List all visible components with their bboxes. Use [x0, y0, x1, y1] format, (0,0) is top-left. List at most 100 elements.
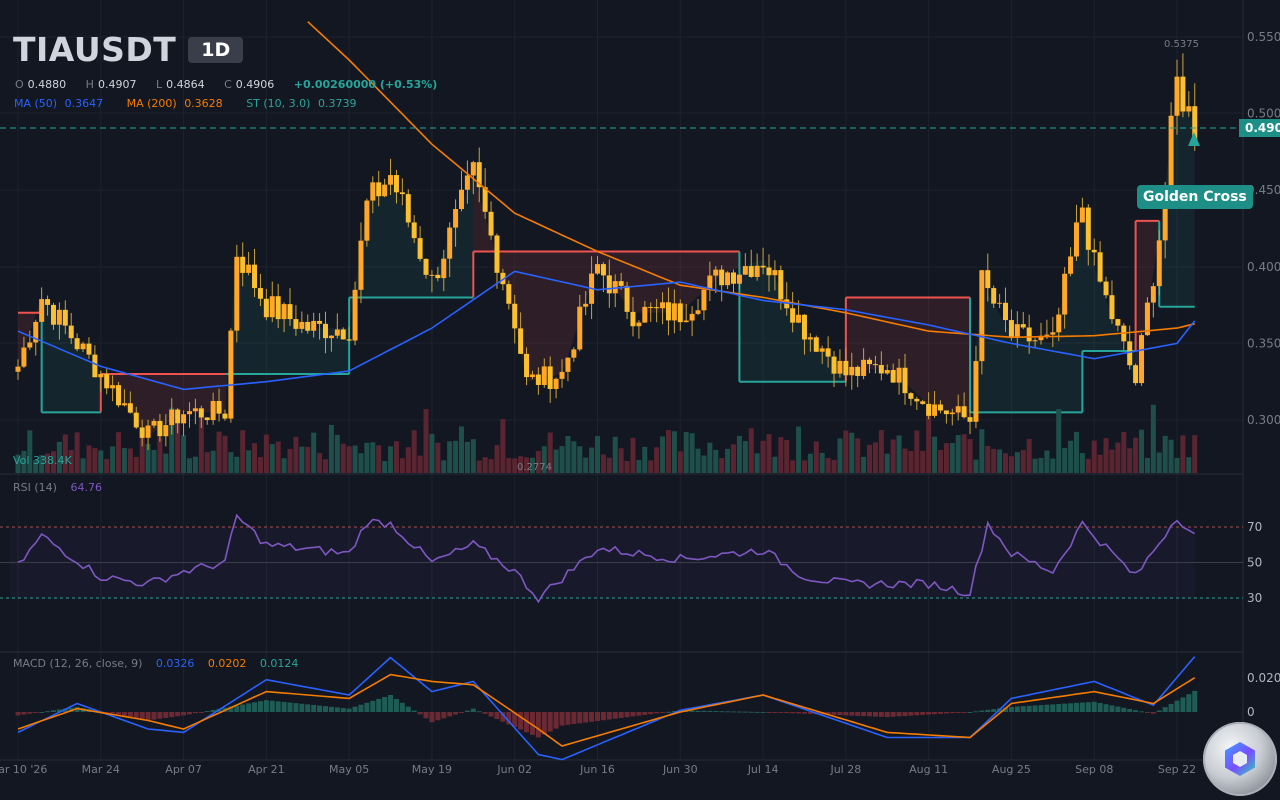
volume-bar — [322, 459, 328, 473]
macd-value: 0.0326 — [155, 657, 195, 670]
macd-hist-bar — [713, 711, 719, 713]
candle-body — [973, 361, 979, 422]
volume-bar — [991, 448, 997, 473]
time-tick-label: Apr 21 — [248, 763, 285, 776]
macd-hist-bar — [33, 712, 39, 713]
macd-hist-bar — [1121, 707, 1127, 712]
volume-bar — [1085, 458, 1091, 473]
macd-hist-bar — [932, 712, 938, 715]
macd-hist-bar — [198, 712, 204, 713]
candle-body — [382, 184, 388, 197]
volume-bar — [364, 442, 370, 473]
macd-hist-bar — [896, 712, 902, 717]
volume-bar — [1038, 457, 1044, 473]
macd-hist-bar — [695, 710, 701, 712]
ma200-label[interactable]: MA (200) — [126, 97, 177, 110]
macd-hist-bar — [1026, 705, 1032, 712]
volume-bar — [932, 436, 938, 473]
candle-body — [405, 194, 411, 223]
rsi-title[interactable]: RSI (14) — [13, 481, 57, 494]
volume-bar — [476, 460, 482, 473]
macd-hist-bar — [340, 707, 346, 712]
macd-hist-bar — [719, 711, 725, 713]
symbol-name[interactable]: TIAUSDT — [13, 30, 177, 69]
macd-hist-bar — [1186, 694, 1192, 712]
volume-bar — [1044, 450, 1050, 473]
candle-body — [1162, 186, 1168, 241]
volume-title: Vol — [13, 454, 30, 467]
candle-body — [595, 264, 600, 274]
macd-hist-bar — [1144, 712, 1150, 713]
candle-body — [565, 357, 571, 372]
macd-title[interactable]: MACD (12, 26, close, 9) — [13, 657, 143, 670]
candle-body — [624, 285, 630, 312]
macd-hist-bar — [861, 712, 867, 717]
macd-hist-bar — [991, 709, 997, 712]
close-label: C — [224, 78, 232, 91]
macd-hist-bar — [937, 712, 943, 714]
macd-hist-bar — [689, 710, 695, 712]
volume-bar — [210, 450, 216, 473]
candle-body — [654, 307, 660, 309]
candle-body — [447, 227, 453, 259]
macd-hist-bar — [506, 712, 512, 725]
supertrend-label[interactable]: ST (10, 3.0) — [246, 97, 311, 110]
macd-hist-bar — [1020, 706, 1026, 712]
volume-bar — [1127, 448, 1133, 473]
volume-bar — [914, 430, 920, 473]
time-tick-label: Aug 25 — [992, 763, 1031, 776]
macd-hist-bar — [464, 710, 470, 712]
candle-body — [642, 306, 648, 323]
candle-body — [932, 404, 938, 416]
time-tick-label: Mar 10 '26 — [0, 763, 47, 776]
volume-bar — [843, 430, 849, 473]
macd-hist-bar — [529, 712, 535, 735]
volume-bar — [15, 454, 21, 473]
macd-hist-bar — [1174, 700, 1180, 712]
candle-body — [955, 406, 961, 413]
volume-bar — [175, 423, 181, 473]
volume-bar — [529, 457, 535, 473]
candle-body — [766, 267, 772, 276]
ma50-label[interactable]: MA (50) — [14, 97, 58, 110]
volume-bar — [263, 434, 269, 473]
macd-hist-bar — [831, 712, 837, 715]
volume-bar — [565, 435, 571, 473]
macd-hist-bar — [736, 711, 742, 713]
time-tick-label: May 05 — [329, 763, 369, 776]
volume-bar — [27, 430, 33, 473]
macd-hist-bar — [458, 712, 464, 713]
timeframe-badge[interactable]: 1D — [188, 36, 244, 63]
candle-body — [311, 320, 317, 331]
candle-body — [961, 406, 967, 418]
macd-hist-bar — [985, 709, 991, 712]
macd-hist-bar — [1032, 705, 1038, 712]
volume-bar — [121, 448, 127, 473]
candle-body — [293, 319, 299, 329]
volume-bar — [234, 456, 240, 473]
macd-hist-bar — [535, 712, 541, 738]
candle-body — [612, 281, 618, 294]
macd-hist-bar — [1192, 690, 1198, 712]
candle-body — [731, 272, 737, 284]
macd-hist-bar — [204, 711, 210, 713]
volume-bar — [417, 455, 423, 473]
volume-bar — [246, 450, 252, 473]
macd-hist-bar — [1097, 702, 1103, 712]
candle-body — [458, 189, 464, 210]
volume-bar — [1008, 456, 1014, 473]
macd-hist-bar — [553, 712, 559, 729]
candle-body — [50, 304, 56, 325]
volume-bar — [926, 409, 932, 473]
macd-hist-bar — [1109, 705, 1115, 712]
candle-body — [441, 258, 447, 279]
volume-bar — [488, 459, 494, 473]
candle-body — [500, 272, 506, 285]
candle-body — [547, 366, 553, 389]
candle-body — [1073, 222, 1079, 257]
volume-bar — [216, 431, 222, 473]
volume-bar — [589, 447, 595, 473]
volume-bar — [1144, 457, 1150, 473]
candle-body — [287, 304, 293, 320]
